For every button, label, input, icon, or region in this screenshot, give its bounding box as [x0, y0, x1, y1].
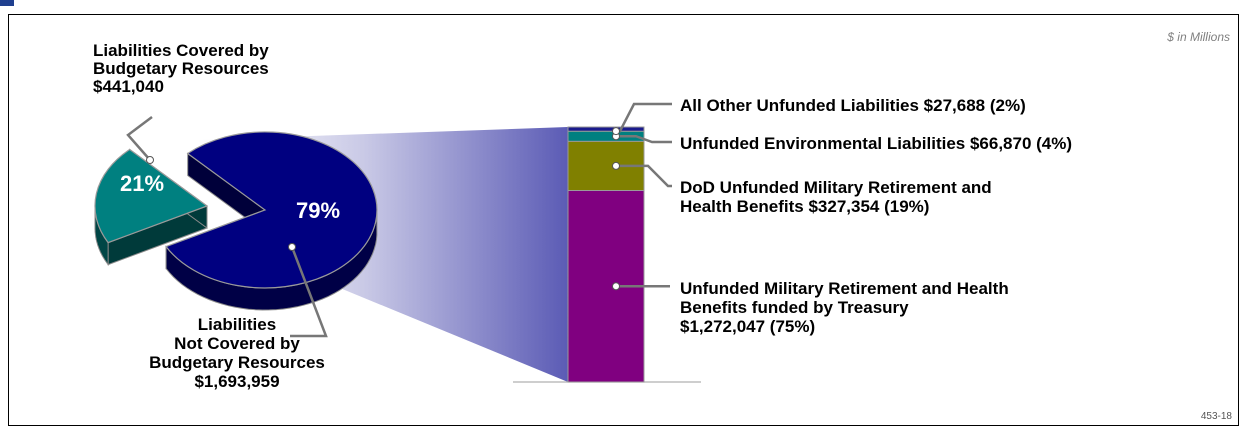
- pie-slice-2-label: Liabilities Not Covered by Budgetary Resou…: [149, 315, 325, 391]
- bar-segment-3-label: Unfunded Environmental Liabilities $66,8…: [680, 134, 1072, 153]
- pie-slice-2-leader: [290, 246, 328, 338]
- pie-slice-1-percent: 21%: [120, 171, 164, 196]
- bar-segment-1-dot: [612, 282, 620, 291]
- corner-accent: [0, 0, 14, 6]
- figure-code: 453-18: [1200, 411, 1232, 422]
- bar-segment-2-dot: [612, 161, 620, 170]
- pie-slice-1-dot: [146, 156, 154, 164]
- pie-slice-2-dot: [288, 243, 296, 251]
- pie-slice-1-label: Liabilities Covered by Budgetary Resource…: [93, 41, 269, 96]
- bar-segment-2-label: DoD Unfunded Military Retirement and Heal…: [680, 178, 992, 216]
- pie-slice-2: [165, 131, 378, 289]
- bar-segment-3-leader: [616, 134, 672, 144]
- pie-slice-1: [94, 148, 209, 244]
- bar-segment-2-leader: [616, 164, 672, 188]
- bar-segment-4-label: All Other Unfunded Liabilities $27,688 (…: [680, 96, 1026, 115]
- units-note: $ in Millions: [1167, 30, 1230, 44]
- bar-segment-4-dot: [612, 127, 620, 136]
- pie-slice-1-leader: [126, 116, 153, 161]
- bar-segment-1-label: Unfunded Military Retirement and Health B…: [680, 279, 1009, 336]
- pie-slice-2-percent: 79%: [296, 198, 340, 223]
- chart-frame: [8, 14, 1239, 426]
- bar-segment-4: [567, 126, 645, 132]
